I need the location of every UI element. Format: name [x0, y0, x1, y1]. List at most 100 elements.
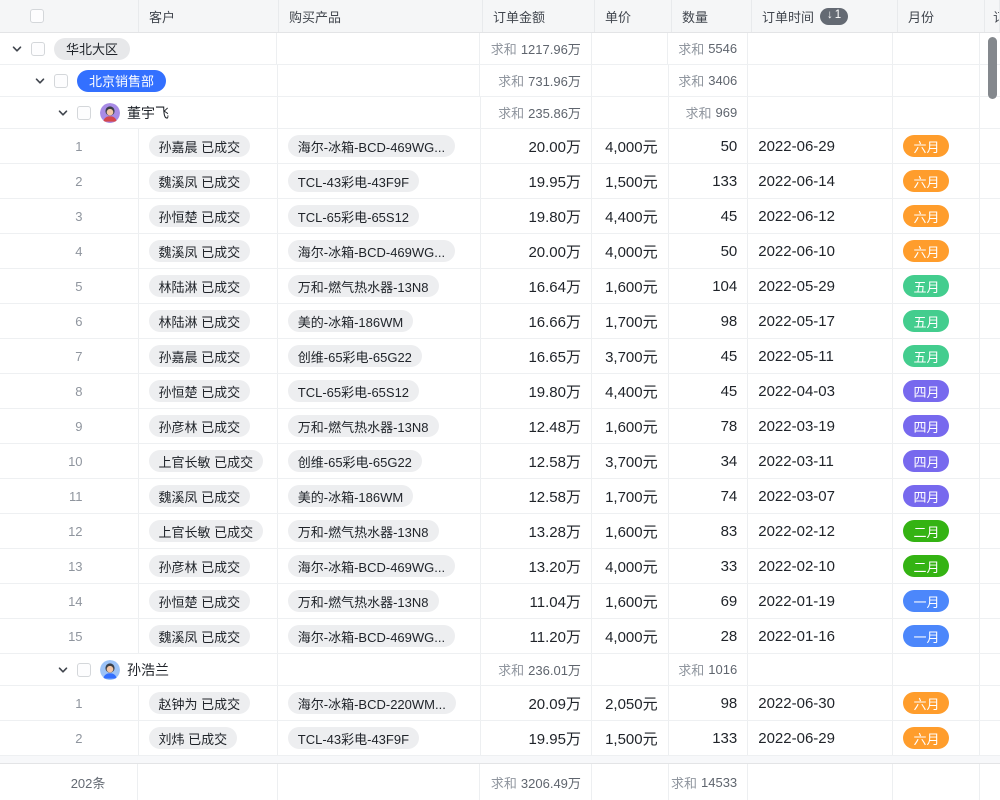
order-date-cell[interactable]: 2022-05-11	[748, 339, 894, 373]
product-tag[interactable]: TCL-65彩电-65S12	[287, 380, 420, 402]
month-cell[interactable]: 五月	[893, 269, 981, 303]
group-checkbox[interactable]	[54, 73, 68, 88]
quantity-cell[interactable]: 50	[669, 129, 749, 163]
table-row[interactable]: 1 赵钟为 已成交 海尔-冰箱-BCD-220WM... 20.09万 2,05…	[0, 686, 1000, 721]
table-row[interactable]: 3 孙恒楚 已成交 TCL-65彩电-65S12 19.80万 4,400元 4…	[0, 199, 1000, 234]
table-row[interactable]: 9 孙彦林 已成交 万和-燃气热水器-13N8 12.48万 1,600元 78…	[0, 409, 1000, 444]
group-qty-sum[interactable]: 求和 1016	[669, 654, 749, 685]
quantity-cell[interactable]: 45	[669, 339, 749, 373]
order-date-cell[interactable]: 2022-01-16	[748, 619, 894, 653]
product-tag[interactable]: 万和-燃气热水器-13N8	[287, 590, 439, 612]
customer-tag[interactable]: 孙嘉晨 已成交	[148, 135, 251, 157]
customer-cell[interactable]: 魏溪凤 已成交	[139, 619, 278, 653]
month-cell[interactable]: 六月	[893, 234, 981, 268]
unit-price-cell[interactable]: 4,000元	[592, 129, 669, 163]
product-tag[interactable]: TCL-43彩电-43F9F	[287, 170, 420, 192]
unit-price-cell[interactable]: 4,000元	[592, 549, 669, 583]
product-cell[interactable]: 万和-燃气热水器-13N8	[278, 269, 481, 303]
product-cell[interactable]: 海尔-冰箱-BCD-469WG...	[278, 234, 481, 268]
table-row[interactable]: 4 魏溪凤 已成交 海尔-冰箱-BCD-469WG... 20.00万 4,00…	[0, 234, 1000, 269]
group-amount-sum[interactable]: 求和 235.86万	[481, 97, 592, 128]
table-row[interactable]: 13 孙彦林 已成交 海尔-冰箱-BCD-469WG... 13.20万 4,0…	[0, 549, 1000, 584]
chevron-down-icon[interactable]	[56, 663, 69, 676]
order-date-cell[interactable]: 2022-04-03	[748, 374, 894, 408]
month-cell[interactable]: 六月	[893, 164, 981, 198]
product-cell[interactable]: 美的-冰箱-186WM	[278, 479, 481, 513]
customer-tag[interactable]: 林陆淋 已成交	[148, 275, 251, 297]
quantity-cell[interactable]: 33	[669, 549, 749, 583]
order-amount-cell[interactable]: 11.20万	[481, 619, 592, 653]
product-tag[interactable]: 万和-燃气热水器-13N8	[287, 520, 439, 542]
group-checkbox[interactable]	[77, 105, 91, 120]
order-date-cell[interactable]: 2022-05-29	[748, 269, 894, 303]
product-cell[interactable]: 海尔-冰箱-BCD-469WG...	[278, 129, 481, 163]
quantity-cell[interactable]: 98	[669, 686, 749, 720]
unit-price-cell[interactable]: 1,600元	[592, 269, 669, 303]
unit-price-cell[interactable]: 3,700元	[592, 339, 669, 373]
order-amount-cell[interactable]: 11.04万	[481, 584, 592, 618]
quantity-cell[interactable]: 74	[669, 479, 749, 513]
select-all-checkbox[interactable]	[30, 9, 44, 23]
order-date-cell[interactable]: 2022-03-11	[748, 444, 894, 478]
month-tag[interactable]: 四月	[903, 415, 950, 437]
customer-cell[interactable]: 孙嘉晨 已成交	[139, 339, 278, 373]
product-tag[interactable]: TCL-43彩电-43F9F	[287, 727, 420, 749]
month-tag[interactable]: 二月	[903, 520, 950, 542]
column-header-qty[interactable]: 数量	[672, 0, 752, 32]
column-header-price[interactable]: 单价	[595, 0, 672, 32]
month-cell[interactable]: 六月	[893, 721, 981, 755]
order-amount-cell[interactable]: 13.28万	[481, 514, 592, 548]
unit-price-cell[interactable]: 4,400元	[592, 374, 669, 408]
month-tag[interactable]: 六月	[903, 205, 950, 227]
group-qty-sum[interactable]: 求和 969	[669, 97, 749, 128]
product-cell[interactable]: 美的-冰箱-186WM	[278, 304, 481, 338]
chevron-down-icon[interactable]	[33, 74, 46, 87]
month-cell[interactable]: 六月	[893, 686, 981, 720]
unit-price-cell[interactable]: 1,700元	[592, 479, 669, 513]
order-amount-cell[interactable]: 19.80万	[481, 199, 592, 233]
order-date-cell[interactable]: 2022-06-29	[748, 721, 894, 755]
month-cell[interactable]: 五月	[893, 339, 981, 373]
table-row[interactable]: 14 孙恒楚 已成交 万和-燃气热水器-13N8 11.04万 1,600元 6…	[0, 584, 1000, 619]
customer-cell[interactable]: 魏溪凤 已成交	[139, 479, 278, 513]
customer-tag[interactable]: 魏溪凤 已成交	[148, 485, 251, 507]
order-amount-cell[interactable]: 19.95万	[481, 164, 592, 198]
month-tag[interactable]: 二月	[903, 555, 950, 577]
customer-tag[interactable]: 孙嘉晨 已成交	[148, 345, 251, 367]
customer-tag[interactable]: 孙恒楚 已成交	[148, 590, 251, 612]
order-date-cell[interactable]: 2022-03-19	[748, 409, 894, 443]
table-row[interactable]: 10 上官长敏 已成交 创维-65彩电-65G22 12.58万 3,700元 …	[0, 444, 1000, 479]
footer-amount-sum[interactable]: 求和 3206.49万	[480, 764, 592, 800]
month-tag[interactable]: 四月	[903, 485, 950, 507]
order-date-cell[interactable]: 2022-06-30	[748, 686, 894, 720]
customer-cell[interactable]: 上官长敏 已成交	[139, 444, 278, 478]
month-cell[interactable]: 四月	[893, 479, 981, 513]
product-cell[interactable]: 万和-燃气热水器-13N8	[278, 514, 481, 548]
quantity-cell[interactable]: 133	[669, 721, 749, 755]
quantity-cell[interactable]: 98	[669, 304, 749, 338]
group-checkbox[interactable]	[31, 41, 45, 56]
order-amount-cell[interactable]: 20.00万	[481, 129, 592, 163]
quantity-cell[interactable]: 78	[669, 409, 749, 443]
product-tag[interactable]: 海尔-冰箱-BCD-469WG...	[287, 555, 456, 577]
table-row[interactable]: 2 魏溪凤 已成交 TCL-43彩电-43F9F 19.95万 1,500元 1…	[0, 164, 1000, 199]
product-cell[interactable]: 海尔-冰箱-BCD-220WM...	[278, 686, 481, 720]
customer-cell[interactable]: 孙恒楚 已成交	[139, 199, 278, 233]
chevron-down-icon[interactable]	[56, 106, 69, 119]
sort-badge[interactable]: ↓ 1	[820, 7, 849, 25]
customer-cell[interactable]: 刘炜 已成交	[139, 721, 278, 755]
column-header-date[interactable]: 订单时间 ↓ 1	[752, 0, 898, 32]
customer-tag[interactable]: 魏溪凤 已成交	[148, 170, 251, 192]
column-header-customer[interactable]: 客户	[139, 0, 279, 32]
quantity-cell[interactable]: 50	[669, 234, 749, 268]
quantity-cell[interactable]: 104	[669, 269, 749, 303]
unit-price-cell[interactable]: 2,050元	[592, 686, 669, 720]
customer-tag[interactable]: 孙恒楚 已成交	[148, 380, 251, 402]
order-amount-cell[interactable]: 12.58万	[481, 444, 592, 478]
group-row[interactable]: 华北大区 求和 1217.96万 求和 5546	[0, 33, 1000, 65]
month-tag[interactable]: 六月	[903, 692, 950, 714]
order-amount-cell[interactable]: 16.64万	[481, 269, 592, 303]
month-tag[interactable]: 六月	[903, 727, 950, 749]
group-row[interactable]: 董宇飞 求和 235.86万 求和 969	[0, 97, 1000, 129]
month-tag[interactable]: 一月	[903, 590, 950, 612]
